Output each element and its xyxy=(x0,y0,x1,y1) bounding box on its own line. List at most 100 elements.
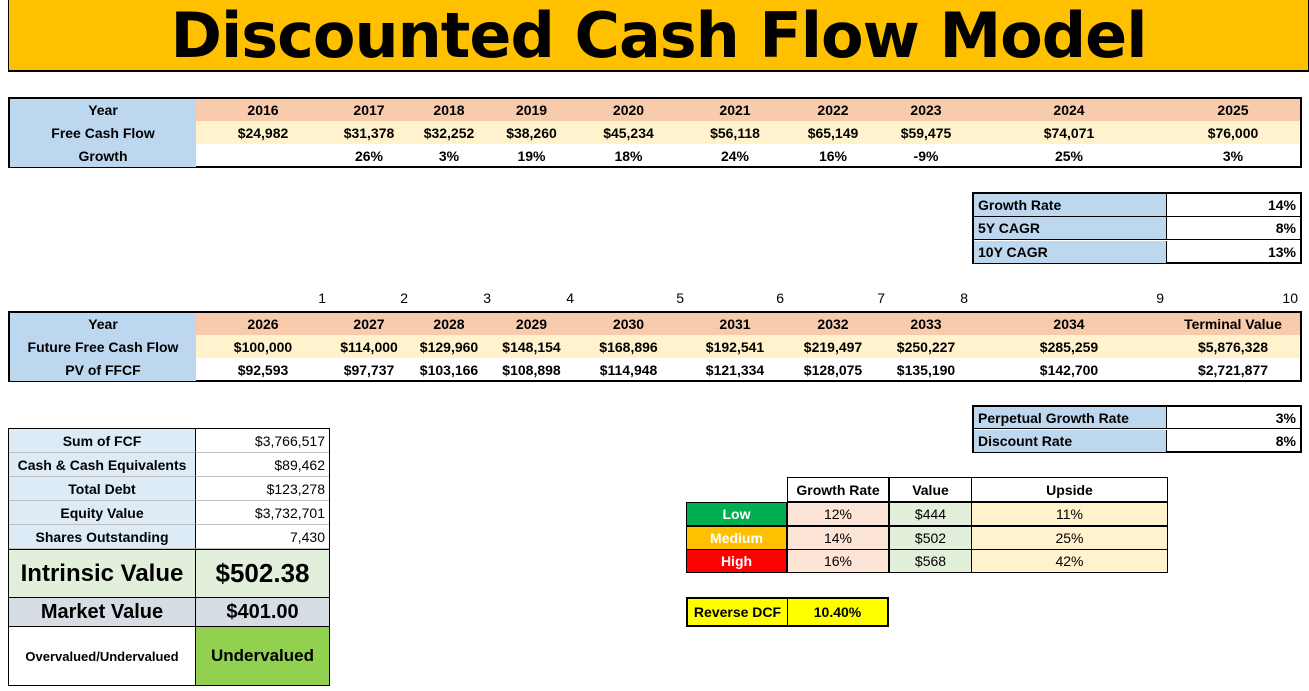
table-cell: $219,497 xyxy=(786,335,880,358)
period-index: 1 xyxy=(318,290,326,306)
table-cell: 24% xyxy=(720,147,750,164)
period-index: 9 xyxy=(1156,290,1164,306)
scenario-header: Value xyxy=(889,477,972,502)
summary-label: Shares Outstanding xyxy=(9,525,196,549)
table-cell: 2027 xyxy=(330,313,408,335)
table-cell: $285,259 xyxy=(972,335,1166,358)
table-cell: 2018 xyxy=(408,99,490,121)
table-cell: 2026 xyxy=(196,313,330,335)
table-cell: $32,252 xyxy=(408,121,490,144)
table-cell: 26% xyxy=(354,147,384,164)
row-label: Year xyxy=(10,313,196,335)
scenario-label: Low xyxy=(686,502,787,526)
reverse-dcf-value: 10.40% xyxy=(787,597,889,627)
table-cell xyxy=(196,144,330,167)
table-cell: $92,593 xyxy=(237,361,289,378)
reverse-dcf-label: Reverse DCF xyxy=(686,597,788,627)
table-cell: $31,378 xyxy=(330,121,408,144)
intrinsic-value-label: Intrinsic Value xyxy=(9,549,196,597)
table-cell: $148,154 xyxy=(490,335,573,358)
scenario-value: $568 xyxy=(889,549,972,573)
table-cell: $192,541 xyxy=(684,335,786,358)
summary-table xyxy=(8,428,330,686)
period-index: 7 xyxy=(877,290,885,306)
historical-table xyxy=(8,97,1302,168)
table-cell: $168,896 xyxy=(573,335,684,358)
rate-value: 3% xyxy=(1167,407,1300,429)
table-cell: $114,948 xyxy=(599,361,658,378)
verdict-label: Overvalued/Undervalued xyxy=(9,626,196,685)
table-cell: $45,234 xyxy=(573,121,684,144)
table-cell: 3% xyxy=(438,147,460,164)
table-cell: 2029 xyxy=(490,313,573,335)
table-cell: 16% xyxy=(818,147,848,164)
verdict-value: Undervalued xyxy=(196,626,329,685)
growth-rate-label: 5Y CAGR xyxy=(974,217,1167,241)
table-cell: $108,898 xyxy=(502,361,561,378)
row-label: Year xyxy=(10,99,196,121)
row-label: Free Cash Flow xyxy=(10,121,196,144)
summary-value: $123,278 xyxy=(196,477,329,501)
growth-rate-value: 13% xyxy=(1167,241,1300,264)
row-label: PV of FFCF xyxy=(10,358,196,381)
table-cell: $56,118 xyxy=(684,121,786,144)
table-cell: 3% xyxy=(1222,147,1244,164)
scenario-upside: 42% xyxy=(971,549,1168,573)
table-cell: 2022 xyxy=(786,99,880,121)
table-cell: $2,721,877 xyxy=(1197,361,1269,378)
table-cell: 2025 xyxy=(1166,99,1300,121)
table-cell: $103,166 xyxy=(419,361,479,378)
table-cell: $142,700 xyxy=(1039,361,1099,378)
scenario-value: $502 xyxy=(889,525,972,550)
table-cell: 2016 xyxy=(196,99,330,121)
table-cell: $129,960 xyxy=(408,335,490,358)
table-cell: 2034 xyxy=(972,313,1166,335)
scenario-value: $444 xyxy=(889,502,972,526)
summary-value: 7,430 xyxy=(196,525,329,549)
table-cell: Terminal Value xyxy=(1166,313,1300,335)
summary-label: Cash & Cash Equivalents xyxy=(9,453,196,477)
table-cell: $65,149 xyxy=(786,121,880,144)
summary-value: $3,766,517 xyxy=(196,429,329,453)
summary-value: $89,462 xyxy=(196,453,329,477)
table-cell: 2024 xyxy=(972,99,1166,121)
table-cell: $38,260 xyxy=(490,121,573,144)
period-index: 10 xyxy=(1282,290,1298,306)
table-cell: $24,982 xyxy=(196,121,330,144)
period-index: 6 xyxy=(776,290,784,306)
scenario-header: Growth Rate xyxy=(787,477,889,502)
row-label: Growth xyxy=(10,144,196,167)
scenario-upside: 25% xyxy=(971,525,1168,550)
rate-value: 8% xyxy=(1275,433,1296,449)
table-cell: 18% xyxy=(614,147,643,164)
market-value: $401.00 xyxy=(196,597,329,626)
table-cell: $59,475 xyxy=(880,121,972,144)
page-title: Discounted Cash Flow Model xyxy=(8,0,1309,72)
summary-label: Equity Value xyxy=(9,501,196,525)
period-index: 4 xyxy=(566,290,574,306)
table-cell: $74,071 xyxy=(972,121,1166,144)
period-index: 8 xyxy=(960,290,968,306)
scenario-label: Medium xyxy=(686,525,787,550)
table-cell: -9% xyxy=(913,147,939,164)
table-cell: 2028 xyxy=(408,313,490,335)
projection-table xyxy=(8,311,1302,382)
summary-label: Sum of FCF xyxy=(9,429,196,453)
table-cell: $250,227 xyxy=(880,335,972,358)
table-cell: 25% xyxy=(1054,147,1084,164)
table-cell: 2019 xyxy=(490,99,573,121)
table-cell: $121,334 xyxy=(705,361,765,378)
scenario-growth: 16% xyxy=(787,549,889,573)
table-cell: $114,000 xyxy=(330,335,408,358)
growth-rate-label: Growth Rate xyxy=(974,194,1167,217)
table-cell: $128,075 xyxy=(803,361,863,378)
intrinsic-value: $502.38 xyxy=(196,549,329,597)
growth-rate-label: 10Y CAGR xyxy=(974,240,1167,264)
market-value-label: Market Value xyxy=(9,597,196,626)
rate-label: Perpetual Growth Rate xyxy=(974,407,1167,429)
table-cell: 2033 xyxy=(880,313,972,335)
table-cell: $100,000 xyxy=(196,335,330,358)
rate-label: Discount Rate xyxy=(974,430,1167,452)
period-index: 5 xyxy=(676,290,684,306)
